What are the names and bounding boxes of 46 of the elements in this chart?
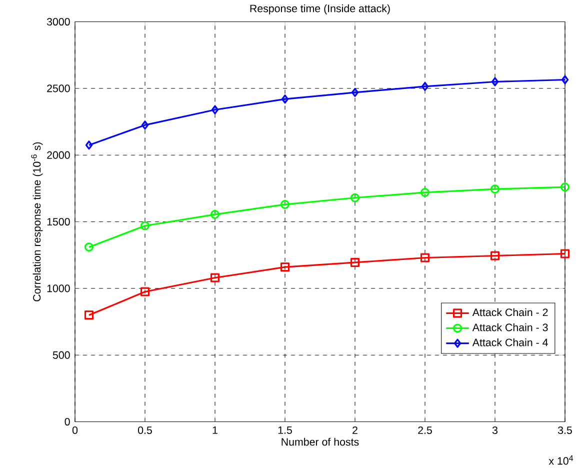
- point: [420, 188, 430, 198]
- x-tick-label: 3.5: [558, 426, 572, 434]
- point: [84, 242, 94, 252]
- x-axis-title: Number of hosts: [282, 438, 359, 446]
- y-tick-label: 2500: [47, 84, 70, 92]
- point: [140, 221, 150, 230]
- chart-title: Response time (Inside attack): [250, 4, 390, 15]
- x-tick-label: 1: [212, 426, 218, 434]
- x-tick-label: 1.5: [278, 426, 292, 434]
- point: [210, 210, 220, 220]
- legend-label: Attack Chain - 4: [472, 338, 548, 346]
- legend-label: Attack Chain - 3: [472, 323, 548, 332]
- point: [421, 82, 429, 92]
- point: [490, 184, 500, 194]
- x-tick-label: 0.5: [138, 426, 152, 434]
- point: [490, 251, 500, 260]
- y-tick-label: 1000: [47, 284, 70, 292]
- point: [140, 287, 150, 296]
- y-tick-label: 0: [64, 418, 70, 426]
- point: [350, 193, 360, 202]
- point: [210, 273, 220, 282]
- legend-label: Attack Chain - 2: [472, 308, 548, 316]
- point: [491, 77, 499, 86]
- point: [560, 182, 570, 192]
- y-axis-title: Correlation response time (10$^{-6}$ s): [31, 142, 43, 302]
- point: [281, 94, 289, 104]
- point: [85, 140, 93, 150]
- point: [211, 105, 219, 114]
- x-tick-label: 3: [492, 426, 498, 434]
- text: x 10$^{4}$: [548, 455, 574, 465]
- point: [420, 253, 430, 262]
- y-tick-label: 3000: [46, 18, 70, 26]
- y-tick-label: 500: [52, 351, 70, 359]
- x-tick-label: 0: [72, 426, 78, 434]
- y-tick-label: 1500: [47, 218, 70, 226]
- point: [561, 75, 569, 84]
- point: [141, 120, 149, 130]
- point: [84, 310, 94, 320]
- point: [350, 258, 360, 268]
- point: [280, 262, 290, 272]
- point: [280, 200, 290, 210]
- point: [351, 88, 359, 98]
- y-tick-label: 2000: [47, 151, 70, 159]
- point: [560, 249, 570, 258]
- x-tick-label: 2.5: [418, 426, 432, 434]
- x-tick-label: 2: [352, 426, 358, 434]
